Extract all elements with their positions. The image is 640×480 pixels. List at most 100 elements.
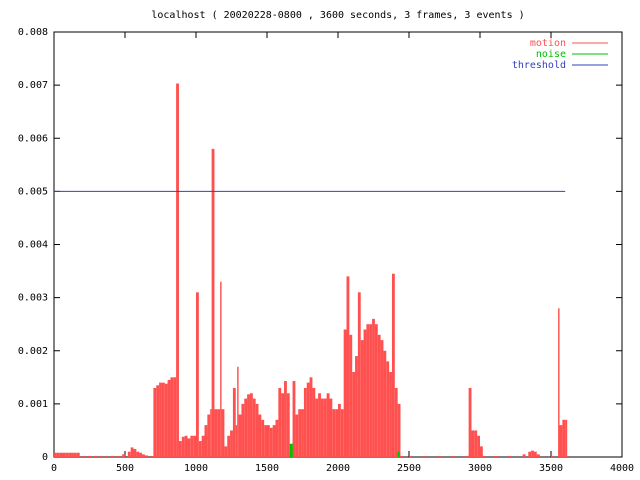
y-tick-label: 0.008 (18, 27, 48, 38)
impulse (267, 425, 270, 457)
impulse (558, 308, 560, 457)
impulse (56, 452, 60, 457)
impulse (423, 455, 427, 457)
impulse (360, 340, 364, 457)
impulse (139, 452, 143, 457)
impulse (187, 438, 191, 457)
x-tick-label: 0 (51, 463, 57, 474)
impulse (508, 455, 512, 457)
impulse (224, 446, 228, 457)
impulse (533, 451, 537, 457)
impulse (122, 454, 126, 457)
impulse (303, 387, 307, 457)
x-tick-label: 1500 (255, 463, 279, 474)
impulse (217, 409, 221, 457)
impulse (298, 409, 302, 457)
impulse (480, 446, 483, 457)
chart-title: localhost ( 20020228-0800 , 3600 seconds… (151, 10, 524, 21)
impulse (133, 449, 137, 457)
impulse (380, 340, 384, 457)
impulse (116, 455, 120, 457)
impulse (329, 398, 333, 457)
impulse (244, 398, 248, 457)
impulse (372, 318, 375, 457)
impulse (62, 452, 66, 457)
impulse (68, 452, 72, 457)
x-tick-label: 4000 (610, 463, 634, 474)
impulse (275, 419, 279, 457)
impulse (326, 393, 330, 457)
impulse (363, 329, 367, 457)
impulse (210, 409, 212, 457)
x-tick-label: 2500 (397, 463, 421, 474)
impulse (201, 435, 205, 457)
impulse (284, 381, 287, 457)
impulse (312, 387, 316, 457)
impulse (232, 387, 236, 457)
impulse (255, 403, 259, 457)
impulse (400, 455, 404, 457)
y-tick-label: 0.007 (18, 80, 48, 91)
impulse (73, 452, 77, 457)
impulse (110, 455, 114, 457)
impulse (161, 382, 165, 457)
impulse (204, 425, 208, 457)
impulse (366, 324, 370, 457)
impulse (269, 427, 273, 457)
impulse (352, 372, 356, 457)
impulse (238, 414, 242, 457)
x-tick-label: 3000 (468, 463, 492, 474)
impulse (207, 414, 211, 457)
impulse (264, 425, 267, 457)
impulse (301, 409, 304, 457)
impulse (318, 393, 321, 457)
impulse (394, 387, 398, 457)
y-tick-label: 0.004 (18, 240, 48, 251)
impulse (258, 414, 262, 457)
impulse (437, 455, 441, 457)
impulse (397, 451, 400, 457)
x-tick-label: 1000 (184, 463, 208, 474)
impulse (167, 379, 171, 457)
impulse (409, 455, 412, 457)
impulse (235, 425, 238, 457)
impulse (522, 454, 526, 457)
impulse (397, 403, 401, 457)
impulse (184, 435, 188, 457)
impulse (369, 324, 373, 457)
x-tick-label: 2000 (326, 463, 350, 474)
impulse (536, 454, 540, 457)
impulse (565, 419, 568, 457)
legend-label: motion (530, 38, 566, 49)
impulse (494, 455, 498, 457)
impulse (211, 148, 215, 457)
impulse (377, 334, 381, 457)
impulse (173, 377, 177, 457)
x-tick-label: 500 (116, 463, 134, 474)
impulse (76, 452, 80, 457)
impulse (214, 409, 218, 457)
impulse (227, 435, 231, 457)
impulse (261, 419, 265, 457)
impulse (178, 441, 182, 457)
impulse (292, 381, 296, 457)
impulse (482, 455, 486, 457)
impulse (136, 451, 140, 457)
impulse (355, 356, 358, 457)
impulse (286, 393, 290, 457)
legend-label: threshold (512, 60, 566, 71)
impulse (59, 452, 63, 457)
impulse (349, 334, 353, 457)
y-tick-label: 0.001 (18, 399, 48, 410)
impulse (340, 409, 344, 457)
impulse (391, 273, 395, 457)
y-tick-label: 0.002 (18, 346, 48, 357)
impulse (551, 455, 554, 457)
y-tick-label: 0 (42, 452, 48, 463)
impulse (289, 443, 293, 457)
impulse (468, 387, 472, 457)
impulse (306, 382, 310, 457)
impulse (241, 403, 245, 457)
impulse (383, 350, 387, 457)
